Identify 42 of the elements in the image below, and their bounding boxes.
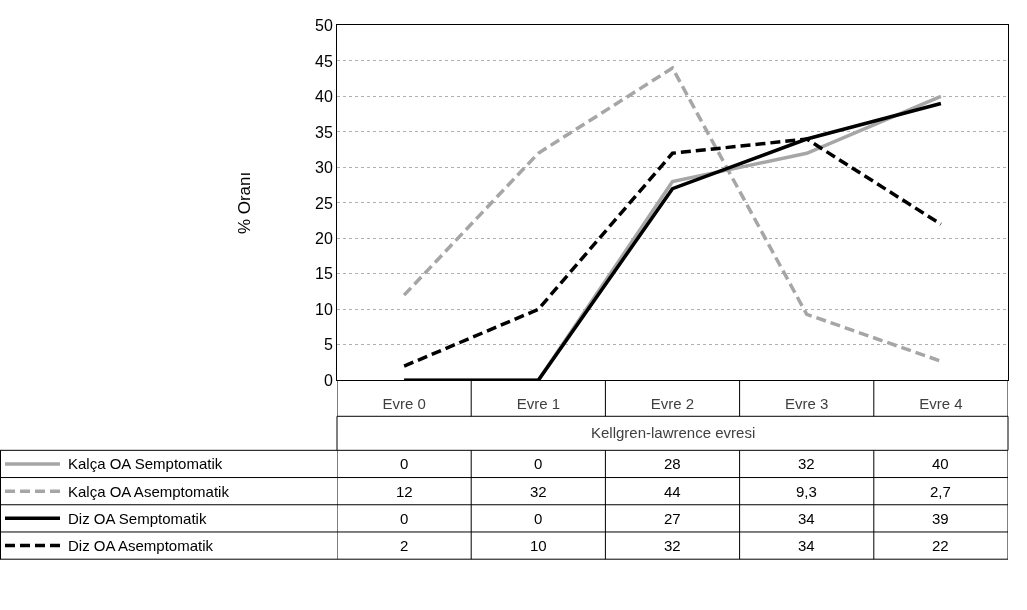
x-axis-title: Kellgren-lawrence evresi <box>591 424 756 441</box>
x-tick-label: Evre 2 <box>650 395 695 413</box>
data-label: 2,7 <box>930 483 951 500</box>
data-label: 32 <box>530 483 547 500</box>
data-label: 2 <box>400 537 409 554</box>
data-label: 32 <box>664 537 681 554</box>
data-label: 40 <box>932 455 949 472</box>
legend-label: Kalça OA Asemptomatik <box>68 483 230 500</box>
legend-label: Diz OA Semptomatik <box>68 510 207 527</box>
x-tick-label: Evre 0 <box>382 395 426 413</box>
data-label: 0 <box>534 510 543 527</box>
x-tick-label: Evre 3 <box>785 395 829 413</box>
data-label: 39 <box>932 510 949 527</box>
data-label: 34 <box>798 537 815 554</box>
data-label: 0 <box>400 455 409 472</box>
y-axis-title: % Oranı <box>234 171 254 235</box>
data-label: 28 <box>664 455 681 472</box>
y-tick-label: 40 <box>315 88 333 106</box>
y-tick-label: 5 <box>323 336 333 354</box>
y-tick-label: 20 <box>315 230 333 247</box>
data-label: 0 <box>400 510 409 527</box>
y-tick-label: 45 <box>315 52 333 70</box>
data-label: 9,3 <box>796 483 817 500</box>
y-tick-label: 35 <box>315 123 333 141</box>
data-label: 0 <box>534 455 543 472</box>
y-tick-label: 30 <box>315 159 333 177</box>
x-tick-label: Evre 4 <box>919 395 963 413</box>
legend-label: Kalça OA Semptomatik <box>68 455 223 472</box>
x-tick-label: Evre 1 <box>516 395 560 413</box>
data-label: 12 <box>396 483 413 500</box>
y-tick-label: 15 <box>315 265 333 283</box>
y-tick-label: 10 <box>315 300 333 318</box>
y-tick-label: 0 <box>323 371 333 389</box>
y-tick-label: 25 <box>315 194 333 212</box>
data-label: 44 <box>664 483 681 500</box>
legend-label: Diz OA Asemptomatik <box>68 537 214 554</box>
data-label: 22 <box>932 537 949 554</box>
data-label: 10 <box>530 537 547 554</box>
data-label: 34 <box>798 510 815 527</box>
data-label: 32 <box>798 455 815 472</box>
data-label: 27 <box>664 510 681 527</box>
y-tick-label: 50 <box>315 17 333 35</box>
